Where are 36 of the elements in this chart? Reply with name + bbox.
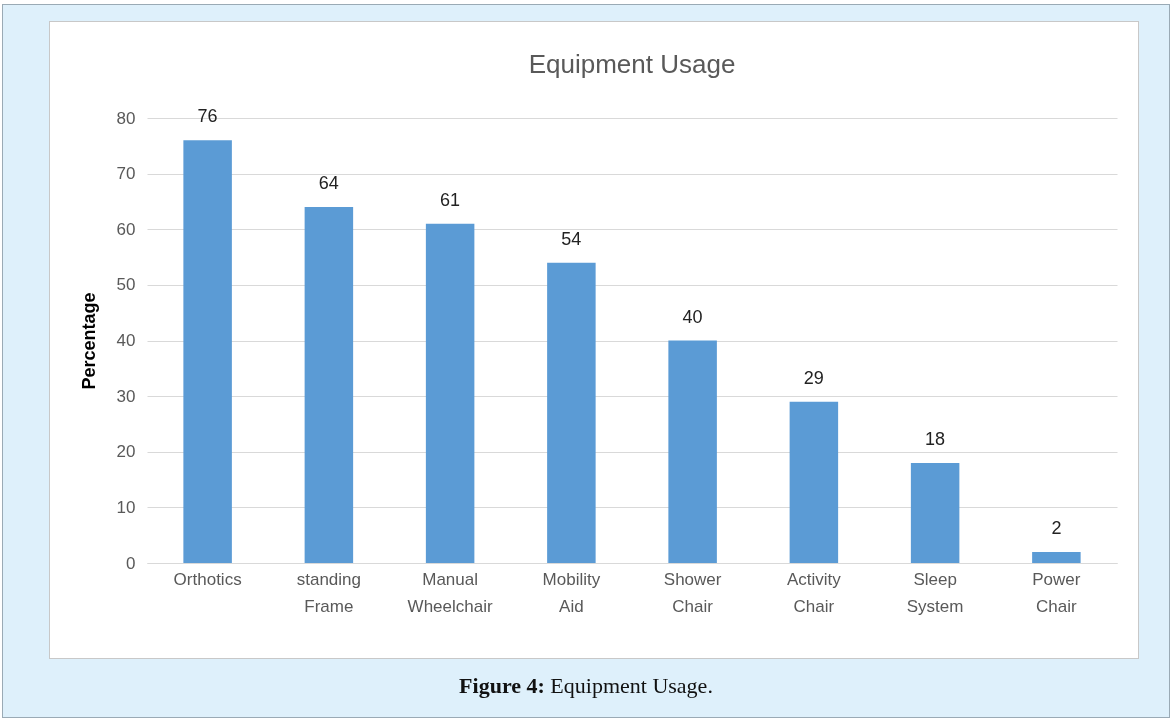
- bar: [183, 140, 232, 563]
- bar: [910, 462, 960, 563]
- y-tick-label: 10: [116, 497, 136, 517]
- x-tick-label: standing Frame: [296, 569, 362, 616]
- bar: [304, 207, 354, 563]
- caption: Figure 4: Equipment Usage.: [458, 673, 714, 699]
- bar: [789, 401, 839, 563]
- data-label: 2: [1051, 517, 1062, 538]
- data-label: 64: [318, 173, 339, 193]
- x-tick-label: Shower Chair: [663, 569, 722, 616]
- y-tick-label: 20: [116, 442, 136, 462]
- x-tick-label: Activity Chair: [786, 569, 842, 616]
- data-label: 40: [682, 306, 703, 327]
- y-tick-label: 60: [116, 219, 136, 239]
- y-tick-label: 80: [116, 108, 136, 128]
- y-tick-label: 40: [116, 331, 136, 350]
- data-label: 54: [561, 228, 582, 249]
- data-label: 61: [440, 189, 461, 210]
- y-axis-title: Percentage: [78, 292, 99, 390]
- bar: [425, 223, 475, 563]
- x-tick-label: Manual Wheelchair: [407, 569, 493, 616]
- x-tick-label: Power Chair: [1032, 569, 1081, 616]
- bar: [1032, 551, 1081, 563]
- y-tick-label: 0: [126, 553, 136, 573]
- bar: [547, 262, 596, 563]
- y-tick-label: 50: [116, 275, 136, 295]
- data-label: 29: [803, 367, 824, 388]
- data-label: 76: [197, 106, 218, 127]
- chart-title: Equipment Usage: [528, 49, 736, 80]
- x-tick-label: Sleep System: [906, 569, 964, 616]
- y-tick-label: 30: [116, 386, 136, 406]
- x-tick-label: Orthotics: [173, 569, 242, 589]
- bar: [668, 340, 717, 563]
- data-label: 18: [925, 428, 946, 449]
- y-tick-label: 70: [116, 164, 136, 184]
- x-tick-label: Mobility Aid: [542, 569, 601, 616]
